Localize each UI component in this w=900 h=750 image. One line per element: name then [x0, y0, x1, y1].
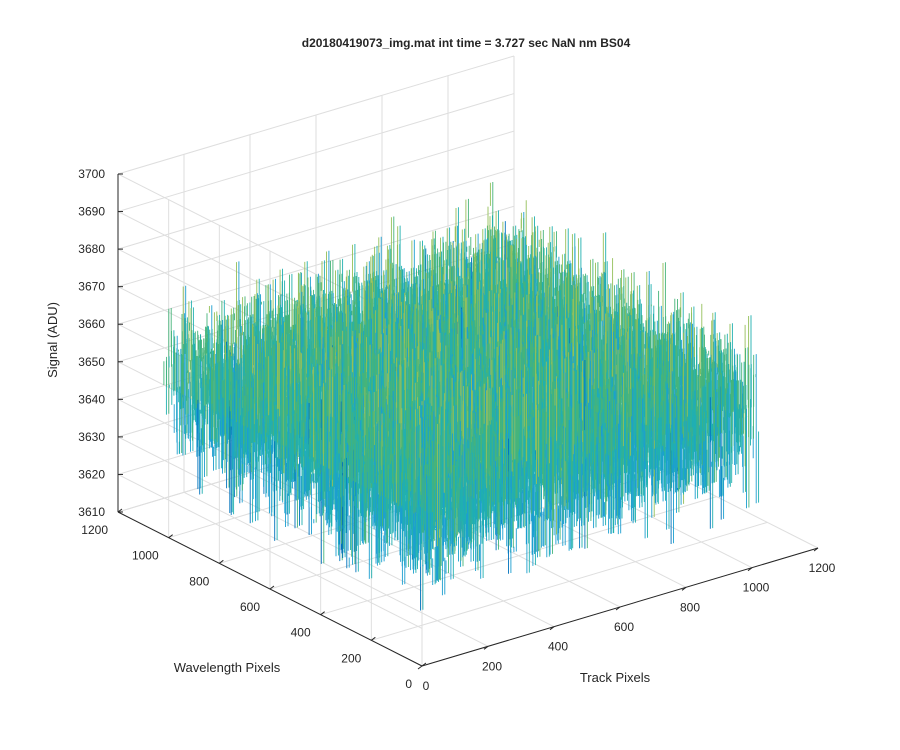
- x-tick: [747, 567, 753, 572]
- surface-strip: [572, 323, 731, 462]
- x-tick-label: 1200: [809, 561, 836, 575]
- x-tick: [417, 665, 423, 670]
- wall-gridline: [117, 473, 423, 629]
- surface-strip: [277, 254, 563, 409]
- y-tick-label: 400: [291, 626, 311, 640]
- wall-gridline: [117, 205, 515, 325]
- y-tick: [269, 585, 275, 590]
- y-tick-label: 800: [189, 574, 209, 588]
- x-tick-label: 1000: [743, 581, 770, 595]
- x-tick: [549, 626, 555, 631]
- y-tick-label: 1200: [81, 523, 108, 537]
- surface-strip: [425, 349, 755, 543]
- floor-gridline: [371, 521, 768, 641]
- y-tick-label: 600: [240, 600, 260, 614]
- x-axis-label: Track Pixels: [580, 670, 651, 685]
- x-tick: [615, 606, 621, 611]
- floor-gridline: [320, 496, 717, 616]
- z-tick-label: 3700: [78, 167, 105, 181]
- surface-strip: [462, 344, 701, 456]
- surface-strip: [438, 335, 655, 580]
- x-tick-label: 600: [614, 620, 634, 634]
- y-tick-label: 200: [341, 651, 361, 665]
- z-tick-label: 3640: [78, 392, 105, 406]
- z-tick-label: 3620: [78, 467, 105, 481]
- x-tick: [681, 586, 687, 591]
- chart-title: d20180419073_img.mat int time = 3.727 se…: [302, 36, 631, 50]
- z-tick-label: 3680: [78, 242, 105, 256]
- surface-strip: [268, 274, 530, 416]
- y-axis-label: Wavelength Pixels: [174, 660, 281, 675]
- surface-strip: [437, 372, 624, 547]
- surface-strip: [429, 348, 757, 596]
- y-tick: [421, 662, 427, 667]
- x-tick-label: 200: [482, 659, 502, 673]
- x-tick-label: 800: [680, 600, 700, 614]
- y-tick-label: 0: [405, 677, 412, 691]
- z-tick-label: 3650: [78, 355, 105, 369]
- y-tick: [168, 534, 173, 539]
- wall-gridline: [117, 130, 515, 250]
- y-tick-label: 1000: [132, 549, 159, 563]
- z-tick-label: 3610: [78, 505, 105, 519]
- wall-gridline: [117, 93, 515, 213]
- wall-gridline: [117, 168, 515, 288]
- x-tick: [483, 645, 489, 650]
- tick-labels: 0 200 400 600 800 1000 1200 0 200 400 600 800 1000 12…: [78, 167, 835, 693]
- x-tick-label: 400: [548, 640, 568, 654]
- surface-data: [163, 182, 760, 611]
- z-axis-label: Signal (ADU): [45, 302, 60, 378]
- z-tick-label: 3690: [78, 205, 105, 219]
- surface-strip: [522, 324, 746, 467]
- z-tick-label: 3670: [78, 280, 105, 294]
- z-tick-label: 3660: [78, 317, 105, 331]
- y-tick: [219, 559, 224, 564]
- y-tick: [320, 611, 325, 616]
- axes-frame: [117, 173, 819, 670]
- wall-gridline: [117, 55, 515, 175]
- y-tick: [371, 636, 376, 641]
- x-tick: [813, 547, 819, 552]
- z-tick-label: 3630: [78, 430, 105, 444]
- surface-strip: [420, 361, 760, 585]
- x-tick-label: 0: [423, 679, 430, 693]
- surface-strip: [242, 211, 497, 365]
